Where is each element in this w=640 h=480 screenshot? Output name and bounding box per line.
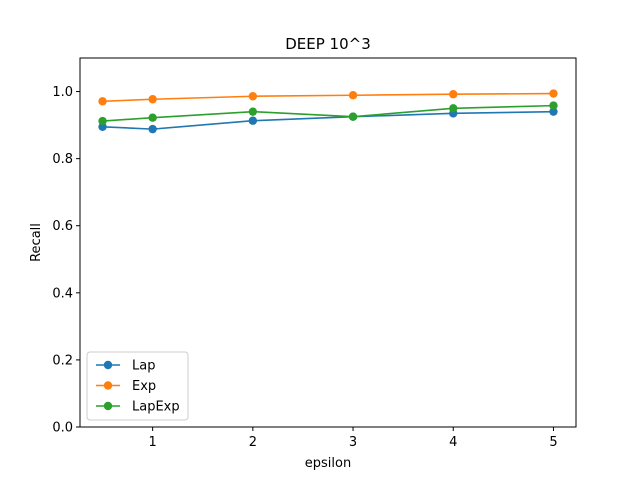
x-tick-label: 5: [549, 435, 557, 450]
y-tick-label: 0.4: [52, 286, 73, 301]
data-point-exp: [148, 95, 157, 104]
legend-marker-lap: [103, 360, 113, 370]
data-point-exp: [248, 92, 258, 101]
y-tick-label: 0.2: [52, 353, 73, 368]
series-line-exp: [102, 92, 554, 103]
y-tick-label: 0.8: [52, 152, 73, 167]
data-point-exp: [549, 89, 558, 98]
data-point-lap: [549, 107, 558, 116]
series-layer: [98, 89, 558, 134]
data-point-lapexp: [248, 107, 258, 116]
legend-marker-lapexp: [103, 401, 113, 411]
x-tick-label: 4: [449, 435, 457, 450]
x-tick-label: 2: [249, 435, 257, 450]
ticks-layer: 1 2 3 4 5 0.0 0.2 0.4 0.6 0.8 1.0: [52, 85, 557, 450]
y-tick-label: 0.6: [52, 219, 73, 234]
data-point-lapexp: [148, 113, 157, 122]
chart-title: DEEP 10^3: [285, 35, 371, 53]
data-point-exp: [449, 90, 458, 99]
data-point-lapexp: [449, 104, 458, 113]
data-point-lapexp: [549, 101, 558, 110]
series-exp: [98, 89, 558, 106]
y-axis-title: Recall: [29, 223, 44, 262]
data-point-exp: [348, 91, 358, 100]
data-point-lap: [148, 124, 157, 134]
x-tick-label: 3: [349, 435, 357, 450]
plot-frame: [79, 57, 577, 428]
series-line-lapexp: [102, 104, 554, 122]
series-line-lap: [102, 110, 554, 130]
data-point-exp: [98, 97, 107, 106]
x-tick-label: 1: [149, 435, 157, 450]
legend-item-lapexp: LapExp: [96, 400, 180, 415]
data-point-lapexp: [98, 116, 107, 126]
data-point-lapexp: [348, 112, 358, 121]
series-lap: [98, 107, 558, 134]
x-axis-title: epsilon: [305, 456, 351, 471]
legend-label-lapexp: LapExp: [132, 400, 180, 415]
y-tick-label: 0.0: [52, 421, 73, 436]
legend-item-lap: Lap: [96, 359, 155, 374]
y-tick-label: 1.0: [52, 85, 73, 100]
legend-label-exp: Exp: [132, 379, 156, 394]
legend-marker-exp: [103, 381, 113, 390]
legend-label-lap: Lap: [132, 359, 155, 374]
series-lapexp: [98, 101, 558, 126]
legend-box: [86, 351, 189, 421]
data-point-lap: [248, 116, 258, 125]
legend-item-exp: Exp: [96, 379, 156, 394]
